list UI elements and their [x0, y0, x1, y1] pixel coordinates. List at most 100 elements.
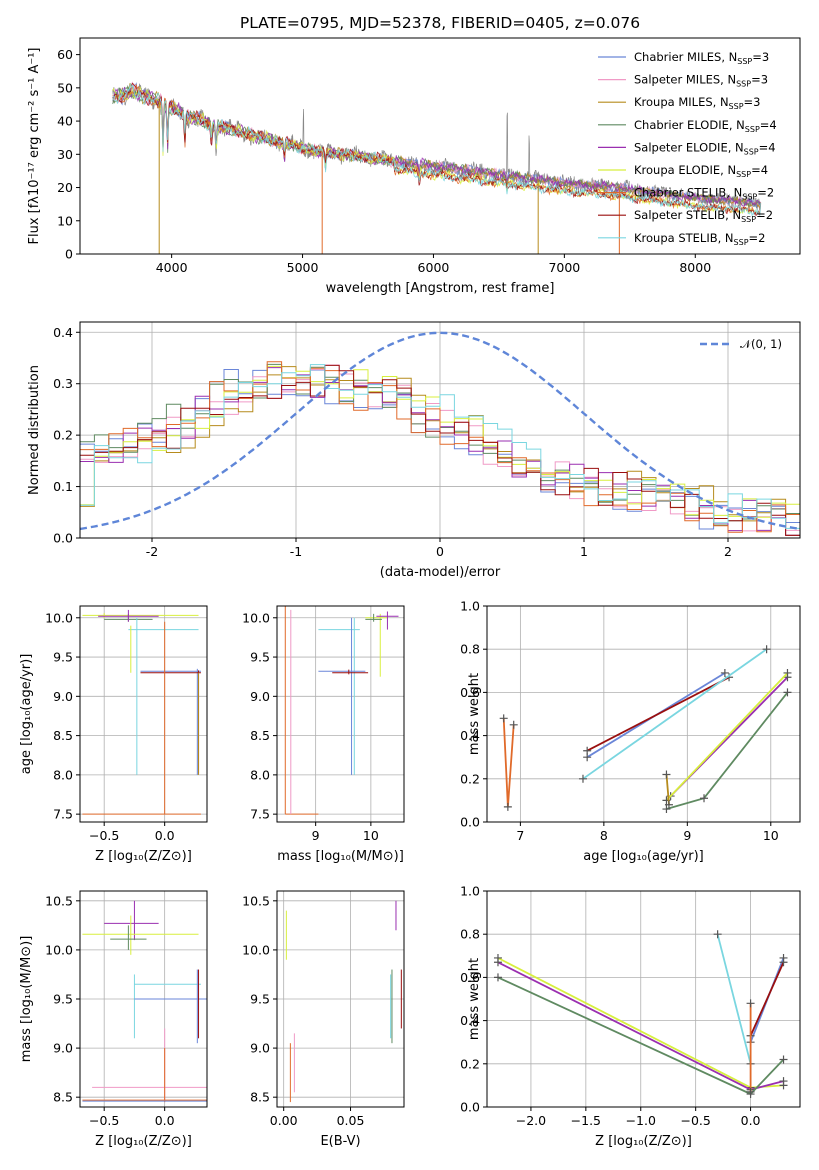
x-tick-label: −2.0	[516, 1113, 546, 1128]
y-tick-label: 8.5	[250, 728, 270, 743]
weight-point	[779, 958, 788, 967]
y-axis-label: age [log₁₀(age/yr)]	[19, 654, 34, 775]
legend-name: Salpeter ELODIE, N	[634, 140, 744, 154]
weight-line-3	[502, 718, 515, 807]
chart-mass-vs-ebv: 0.00 0.05 8.5 9.0 9.5 10.0 10.5 E(B-V)	[242, 890, 405, 1149]
weight-point	[783, 668, 792, 677]
legend-suffix: =2	[749, 231, 766, 245]
weight-point	[583, 746, 592, 755]
x-tick-label: 9	[312, 828, 320, 843]
y-tick-label: 0.4	[53, 325, 73, 340]
axes-frame	[79, 37, 801, 255]
y-tick-label: 10.0	[242, 610, 270, 625]
x-tick-label: 6000	[418, 260, 450, 275]
y-tick-label: 0.8	[460, 927, 480, 942]
legend-entry: Salpeter MILES, NSSP=3	[634, 73, 768, 89]
weight-point	[664, 800, 673, 809]
legend-name: Kroupa STELIB, N	[634, 231, 734, 245]
hist-step-7	[80, 364, 800, 536]
x-tick-label: 0	[436, 544, 444, 559]
legend-sub: SSP	[741, 215, 756, 224]
y-tick-label: 1.0	[460, 884, 480, 899]
y-tick-label: 8.0	[250, 767, 270, 782]
chart-title: PLATE=0795, MJD=52378, FIBERID=0405, z=0…	[240, 14, 640, 32]
x-axis-label: Z [log₁₀(Z/Z⊙)]	[95, 849, 192, 864]
y-tick-label: 0.1	[53, 479, 73, 494]
x-tick-label: 0.0	[155, 828, 175, 843]
legend-sub: SSP	[736, 170, 751, 179]
legend-entry: Salpeter ELODIE, NSSP=4	[634, 140, 776, 156]
weight-point	[700, 794, 709, 803]
y-tick-label: 8.5	[53, 1090, 73, 1105]
x-tick-label: −1.0	[626, 1113, 656, 1128]
plot-area-mass-vs-Z	[80, 891, 207, 1107]
plot-area-mass-vs-ebv	[277, 891, 404, 1107]
x-tick-label: -1	[290, 544, 302, 559]
y-tick-label: 8.5	[250, 1090, 270, 1105]
chart-weight-vs-age: 7 8 9 10 0.0 0.2 0.4 0.6 0.8 1.0 age [log₁₀(age/yr…	[460, 599, 801, 864]
legend-sub: SSP	[734, 238, 749, 247]
y-tick-label: 0.4	[460, 728, 480, 743]
y-tick-label: 9.0	[250, 1041, 270, 1056]
x-tick-label: 10	[763, 828, 779, 843]
x-tick-label: −0.5	[89, 1113, 119, 1128]
legend-name: Salpeter MILES, N	[634, 73, 736, 87]
chart-mass-vs-Z: −0.5 0.0 8.5 9.0 9.5 10.0 10.5 Z [log₁₀(Z/Z⊙)] m…	[19, 890, 208, 1149]
x-tick-label: 2	[724, 544, 732, 559]
x-tick-label: 5000	[287, 260, 319, 275]
y-tick-label: 9.0	[53, 689, 73, 704]
legend-entry: Kroupa STELIB, NSSP=2	[634, 231, 765, 247]
x-tick-label: 0.0	[741, 1113, 761, 1128]
legend-entry: Chabrier ELODIE, NSSP=4	[634, 118, 777, 134]
y-tick-label: 10.5	[242, 893, 270, 908]
legend-sub: SSP	[737, 57, 752, 66]
y-tick-label: 10.5	[45, 893, 73, 908]
x-tick-label: −1.5	[571, 1113, 601, 1128]
y-axis-label: mass weight	[467, 673, 482, 755]
y-tick-label: 8.0	[53, 767, 73, 782]
legend-suffix: =4	[760, 118, 777, 132]
plot-area-age-vs-mass	[277, 606, 404, 822]
x-tick-label: 7	[516, 828, 524, 843]
y-axis-label: mass [log₁₀(M/M⊙)]	[19, 936, 34, 1063]
y-tick-label: 9.5	[250, 650, 270, 665]
plot-area-residuals	[80, 322, 800, 538]
axes-frame	[276, 605, 405, 823]
y-axis-label: Normed distribution	[27, 365, 42, 495]
legend-suffix: =4	[759, 140, 776, 154]
legend-suffix: =3	[744, 95, 761, 109]
weight-line-4	[749, 961, 785, 1037]
axes-frame	[79, 890, 208, 1108]
y-tick-label: 7.5	[53, 807, 73, 822]
axes-frame	[79, 605, 208, 823]
x-tick-label: 8	[600, 828, 608, 843]
x-tick-label: −0.5	[680, 1113, 710, 1128]
weight-point	[713, 930, 722, 939]
y-tick-label: 8.5	[53, 728, 73, 743]
y-tick-label: 7.5	[250, 807, 270, 822]
y-tick-label: 1.0	[460, 599, 480, 614]
x-axis-label: wavelength [Angstrom, rest frame]	[326, 281, 555, 296]
x-axis-label: E(B-V)	[320, 1134, 360, 1149]
model-line-8	[112, 83, 762, 218]
weight-point	[779, 1055, 788, 1064]
x-tick-label: -2	[146, 544, 158, 559]
weight-point	[662, 770, 671, 779]
legend-entry: Kroupa ELODIE, NSSP=4	[634, 163, 768, 179]
x-axis-label: Z [log₁₀(Z/Z⊙)]	[95, 1134, 192, 1149]
y-tick-label: 60	[57, 47, 73, 62]
weight-line-7	[665, 774, 670, 805]
weight-line-2	[582, 648, 768, 780]
x-tick-label: 0.00	[270, 1113, 298, 1128]
legend-entry: Salpeter STELIB, NSSP=2	[634, 208, 773, 224]
plot-area-weight-vs-Z	[487, 891, 800, 1107]
legend-sub: SSP	[736, 80, 751, 89]
gaussian-curve	[80, 331, 798, 531]
legend-name: Chabrier STELIB, N	[634, 186, 742, 200]
x-axis-label: Z [log₁₀(Z/Z⊙)]	[595, 1134, 692, 1149]
weight-line-4	[666, 691, 789, 810]
x-tick-label: 4000	[156, 260, 188, 275]
legend-suffix: =4	[751, 163, 768, 177]
x-axis-label: age [log₁₀(age/yr)]	[583, 849, 704, 864]
